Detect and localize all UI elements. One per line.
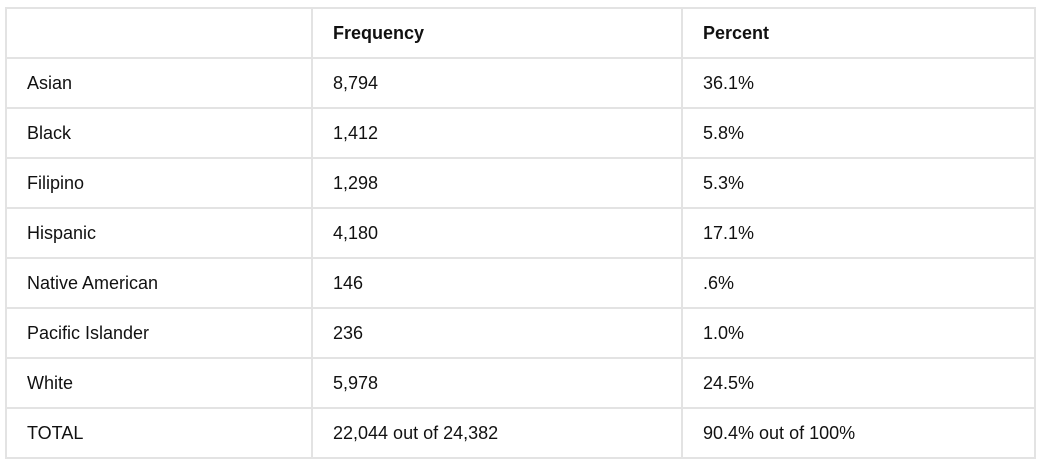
header-category xyxy=(5,7,313,59)
total-percent: 90.4% out of 100% xyxy=(681,407,1036,459)
total-label: TOTAL xyxy=(5,407,313,459)
row-label: Asian xyxy=(5,57,313,109)
table-row: Hispanic 4,180 17.1% xyxy=(5,207,1036,259)
row-label: Hispanic xyxy=(5,207,313,259)
row-percent: 5.8% xyxy=(681,107,1036,159)
total-frequency: 22,044 out of 24,382 xyxy=(311,407,683,459)
row-frequency: 1,298 xyxy=(311,157,683,209)
row-percent: 17.1% xyxy=(681,207,1036,259)
row-label: Pacific Islander xyxy=(5,307,313,359)
row-percent: 1.0% xyxy=(681,307,1036,359)
row-label: Native American xyxy=(5,257,313,309)
row-percent: 36.1% xyxy=(681,57,1036,109)
table-row: Native American 146 .6% xyxy=(5,257,1036,309)
header-frequency: Frequency xyxy=(311,7,683,59)
frequency-table: Frequency Percent Asian 8,794 36.1% Blac… xyxy=(5,7,1036,459)
row-frequency: 1,412 xyxy=(311,107,683,159)
header-row: Frequency Percent xyxy=(5,7,1036,59)
row-label: Black xyxy=(5,107,313,159)
table-row: White 5,978 24.5% xyxy=(5,357,1036,409)
row-percent: 24.5% xyxy=(681,357,1036,409)
header-percent: Percent xyxy=(681,7,1036,59)
row-frequency: 4,180 xyxy=(311,207,683,259)
table-row: Filipino 1,298 5.3% xyxy=(5,157,1036,209)
table-row: Asian 8,794 36.1% xyxy=(5,57,1036,109)
table-row: Black 1,412 5.8% xyxy=(5,107,1036,159)
total-row: TOTAL 22,044 out of 24,382 90.4% out of … xyxy=(5,407,1036,459)
row-percent: .6% xyxy=(681,257,1036,309)
data-table-container: Frequency Percent Asian 8,794 36.1% Blac… xyxy=(5,7,1036,459)
row-frequency: 5,978 xyxy=(311,357,683,409)
table-row: Pacific Islander 236 1.0% xyxy=(5,307,1036,359)
row-percent: 5.3% xyxy=(681,157,1036,209)
row-frequency: 146 xyxy=(311,257,683,309)
row-frequency: 8,794 xyxy=(311,57,683,109)
row-label: Filipino xyxy=(5,157,313,209)
row-frequency: 236 xyxy=(311,307,683,359)
row-label: White xyxy=(5,357,313,409)
